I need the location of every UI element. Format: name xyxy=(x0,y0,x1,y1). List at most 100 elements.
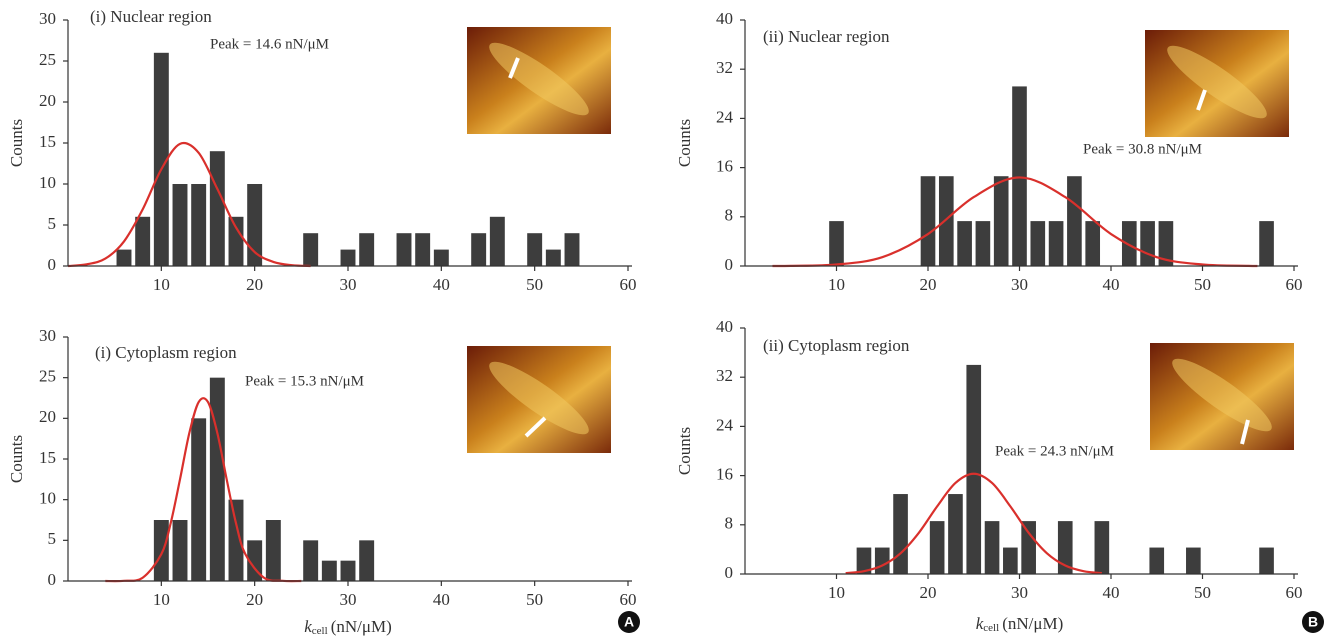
bar xyxy=(1012,86,1027,266)
y-tick-label: 15 xyxy=(39,132,56,151)
bar xyxy=(829,221,844,266)
y-tick-label: 0 xyxy=(725,563,734,582)
x-tick-label: 10 xyxy=(828,583,845,602)
x-tick-label: 60 xyxy=(1286,275,1303,294)
bar xyxy=(994,176,1009,266)
y-tick-label: 24 xyxy=(716,415,734,434)
bar xyxy=(173,520,188,581)
bar xyxy=(173,184,188,266)
x-tick-label: 20 xyxy=(920,275,937,294)
bar xyxy=(471,233,486,266)
y-tick-label: 20 xyxy=(39,91,56,110)
bar xyxy=(341,561,356,581)
y-tick-label: 5 xyxy=(48,529,57,548)
bar xyxy=(490,217,505,266)
bar xyxy=(1259,548,1274,574)
x-tick-label: 60 xyxy=(1286,583,1303,602)
x-tick-label: 50 xyxy=(526,275,543,294)
bar xyxy=(930,521,945,574)
panel-label: B xyxy=(1308,614,1318,630)
x-tick-label: 20 xyxy=(246,590,263,609)
bar xyxy=(966,365,981,574)
y-tick-label: 25 xyxy=(39,367,56,386)
x-tick-label: 60 xyxy=(620,590,637,609)
bar xyxy=(303,233,318,266)
panel-title: (i) Cytoplasm region xyxy=(95,343,237,362)
x-label-unit: (nN/μM) xyxy=(1002,614,1063,633)
y-tick-label: 40 xyxy=(716,317,733,336)
x-tick-label: 50 xyxy=(526,590,543,609)
x-tick-label: 50 xyxy=(1194,583,1211,602)
bar xyxy=(939,176,954,266)
bar xyxy=(1021,521,1036,574)
fit-curve xyxy=(68,143,311,266)
bar xyxy=(359,233,374,266)
y-tick-label: 30 xyxy=(39,9,56,28)
y-tick-label: 25 xyxy=(39,50,56,69)
x-tick-label: 60 xyxy=(620,275,637,294)
peak-annotation: Peak = 30.8 nN/μM xyxy=(1083,141,1202,157)
bar xyxy=(1186,548,1201,574)
y-tick-label: 30 xyxy=(39,326,56,345)
bar xyxy=(546,250,561,266)
bar xyxy=(210,151,225,266)
bar xyxy=(1003,548,1018,574)
x-tick-label: 40 xyxy=(433,590,450,609)
bar xyxy=(948,494,963,574)
bar xyxy=(1259,221,1274,266)
y-tick-label: 5 xyxy=(48,214,57,233)
bar xyxy=(135,217,150,266)
x-axis-label: kcell(nN/μM) xyxy=(976,614,1064,634)
x-tick-label: 30 xyxy=(1011,583,1028,602)
bar xyxy=(893,494,908,574)
x-tick-label: 30 xyxy=(340,590,357,609)
panel-label: A xyxy=(624,614,634,630)
bar xyxy=(154,520,169,581)
x-tick-label: 40 xyxy=(1103,583,1120,602)
peak-annotation: Peak = 24.3 nN/μM xyxy=(995,443,1114,459)
bar xyxy=(1085,221,1100,266)
y-tick-label: 0 xyxy=(48,570,57,589)
x-tick-label: 40 xyxy=(1103,275,1120,294)
bar xyxy=(303,540,318,581)
bar xyxy=(341,250,356,266)
bar xyxy=(322,561,337,581)
y-axis-label: Counts xyxy=(675,427,694,475)
bar xyxy=(1149,548,1164,574)
x-tick-label: 10 xyxy=(828,275,845,294)
y-axis-label: Counts xyxy=(7,119,26,167)
bar xyxy=(266,520,281,581)
y-tick-label: 32 xyxy=(716,58,733,77)
y-tick-label: 24 xyxy=(716,107,734,126)
bar xyxy=(229,217,244,266)
x-label-subscript: cell xyxy=(983,622,999,634)
bar xyxy=(191,418,206,581)
x-tick-label: 30 xyxy=(1011,275,1028,294)
bar xyxy=(875,548,890,574)
peak-annotation: Peak = 14.6 nN/μM xyxy=(210,36,329,52)
panel-title: (ii) Nuclear region xyxy=(763,27,890,46)
y-tick-label: 16 xyxy=(716,157,733,176)
bar xyxy=(247,184,262,266)
bar xyxy=(976,221,991,266)
bar xyxy=(397,233,412,266)
bar xyxy=(1122,221,1137,266)
y-tick-label: 40 xyxy=(716,9,733,28)
y-tick-label: 10 xyxy=(39,173,56,192)
y-tick-label: 32 xyxy=(716,366,733,385)
x-label-subscript: cell xyxy=(312,625,328,637)
x-tick-label: 10 xyxy=(153,275,170,294)
bar xyxy=(921,176,936,266)
figure: 051015202530102030405060(i) Nuclear regi… xyxy=(0,0,1339,640)
page: {"panel_labels": ["A", "B"], "chart_data… xyxy=(0,0,1339,640)
y-tick-label: 16 xyxy=(716,465,733,484)
x-tick-label: 20 xyxy=(246,275,263,294)
y-tick-label: 8 xyxy=(725,514,734,533)
y-tick-label: 20 xyxy=(39,407,56,426)
bar xyxy=(565,233,580,266)
y-axis-label: Counts xyxy=(7,435,26,483)
panel-title: (ii) Cytoplasm region xyxy=(763,336,910,355)
y-tick-label: 0 xyxy=(725,255,734,274)
y-tick-label: 8 xyxy=(725,206,734,225)
panel-title: (i) Nuclear region xyxy=(90,7,212,26)
